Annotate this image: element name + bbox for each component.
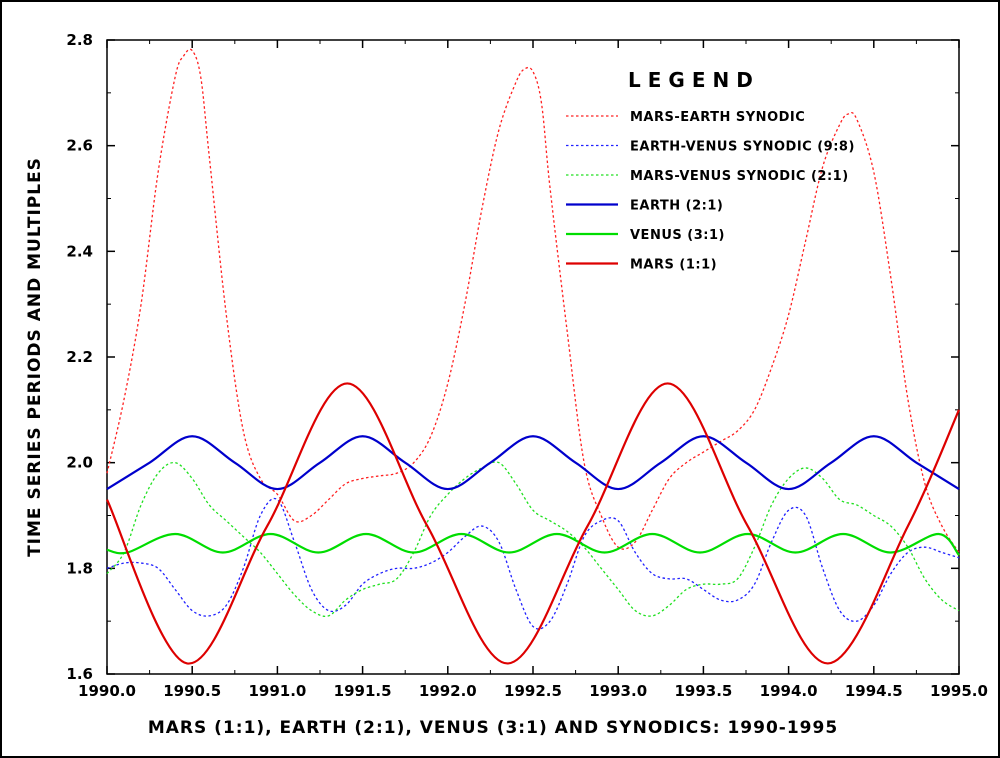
- series-line-earth-venus-synodic-9-8: [106, 497, 960, 630]
- series-line-mars-1-1: [106, 382, 961, 665]
- x-tick-label: 1991.0: [248, 682, 306, 700]
- x-tick-label: 1994.5: [845, 682, 903, 700]
- x-tick-label: 1995.0: [930, 682, 988, 700]
- series-line-venus-3-1: [106, 532, 960, 556]
- series-line-mars-earth-synodic: [106, 48, 960, 553]
- x-axis-title: MARS (1:1), EARTH (2:1), VENUS (3:1) AND…: [148, 718, 838, 738]
- x-tick-label: 1993.5: [674, 682, 732, 700]
- y-axis-ticks: 1.6 1.8 2.0 2.2 2.4 2.6 2.8: [66, 31, 959, 683]
- x-tick-label: 1991.5: [334, 682, 392, 700]
- x-tick-label: 1990.0: [78, 682, 136, 700]
- legend-label-mars-venus-synodic-2-1: MARS-VENUS SYNODIC (2:1): [630, 169, 849, 184]
- x-tick-label: 1993.0: [589, 682, 647, 700]
- legend-label-mars-earth-synodic: MARS-EARTH SYNODIC: [630, 110, 805, 125]
- series-line-mars-venus-synodic-2-1: [106, 461, 960, 617]
- y-tick-label: 2.0: [66, 454, 93, 472]
- y-tick-label: 2.2: [66, 348, 93, 366]
- legend-entries: MARS-EARTH SYNODIC EARTH-VENUS SYNODIC (9…: [566, 110, 855, 273]
- x-axis-ticks: 1990.0 1990.5 1991.0 1991.5 1992.0 1992.5 1993…: [78, 40, 988, 700]
- plot-area: 1990.0 1990.5 1991.0 1991.5 1992.0 1992.5 1993…: [66, 31, 988, 700]
- x-tick-label: 1992.0: [419, 682, 477, 700]
- x-tick-label: 1994.0: [760, 682, 818, 700]
- legend-label-mars-1-1: MARS (1:1): [630, 258, 717, 273]
- x-tick-label: 1992.5: [504, 682, 562, 700]
- x-tick-label: 1990.5: [163, 682, 221, 700]
- y-tick-label: 2.4: [66, 242, 93, 260]
- y-tick-label: 2.8: [66, 31, 93, 49]
- legend-label-venus-3-1: VENUS (3:1): [630, 228, 725, 243]
- y-axis-title: TIME SERIES PERIODS AND MULTIPLES: [25, 157, 45, 557]
- y-tick-label: 2.6: [66, 137, 93, 155]
- legend-title: LEGEND: [628, 68, 760, 92]
- legend-label-earth-2-1: EARTH (2:1): [630, 199, 723, 214]
- legend-label-earth-venus-synodic-9-8: EARTH-VENUS SYNODIC (9:8): [630, 140, 855, 155]
- plot-border: [106, 39, 960, 675]
- y-tick-label: 1.6: [66, 665, 93, 683]
- series-layer: [106, 48, 961, 665]
- series-line-earth-2-1: [106, 435, 960, 491]
- y-tick-label: 1.8: [66, 559, 93, 577]
- legend: LEGEND MARS-EARTH SYNODIC EARTH-VENUS SYN…: [566, 68, 855, 273]
